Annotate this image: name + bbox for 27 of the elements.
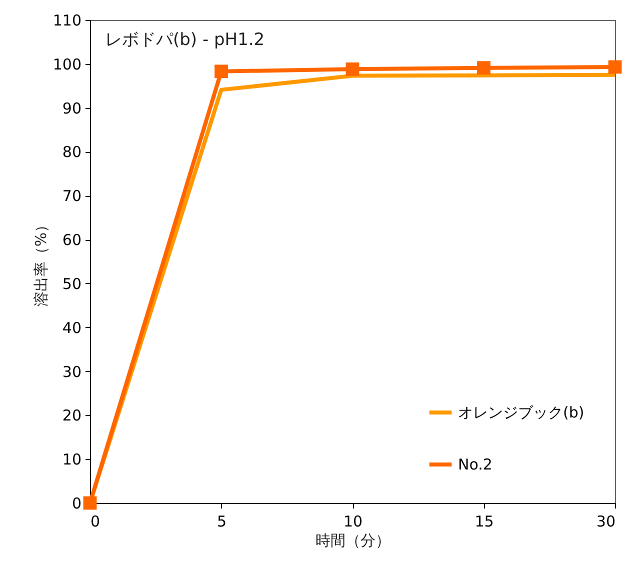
point: [214, 64, 228, 78]
y-tick-label: 70: [62, 187, 82, 206]
y-axis-title: 溶出率（%）: [32, 217, 50, 307]
y-tick-label: 10: [62, 450, 82, 469]
point: [83, 496, 97, 510]
y-tick-label: 80: [62, 143, 82, 162]
y-tick-label: 0: [72, 494, 82, 512]
text: レボドパ(b) - pH1.2: [105, 30, 265, 50]
y-tick-label: 40: [62, 318, 82, 337]
point: [477, 61, 490, 75]
x-tick-label: 30: [596, 512, 616, 530]
y-tick-label: 50: [62, 274, 82, 293]
legend-label: オレンジブック(b): [458, 404, 584, 422]
y-tick-label: 30: [62, 362, 82, 381]
y-tick-label: 90: [62, 99, 82, 118]
x-tick-label: 5: [216, 512, 227, 530]
legend-label: No.2: [458, 456, 492, 474]
y-tick-label: 20: [62, 406, 82, 425]
x-tick-label: 10: [343, 512, 363, 530]
x-tick-label: 15: [474, 512, 494, 530]
x-tick-label: 0: [90, 512, 100, 530]
point: [608, 60, 622, 74]
x-axis-title: 時間（分）: [316, 532, 390, 550]
y-tick-label: 110: [52, 12, 82, 30]
y-tick-label: 100: [52, 55, 82, 74]
point: [346, 62, 360, 76]
y-tick-label: 60: [62, 231, 82, 250]
